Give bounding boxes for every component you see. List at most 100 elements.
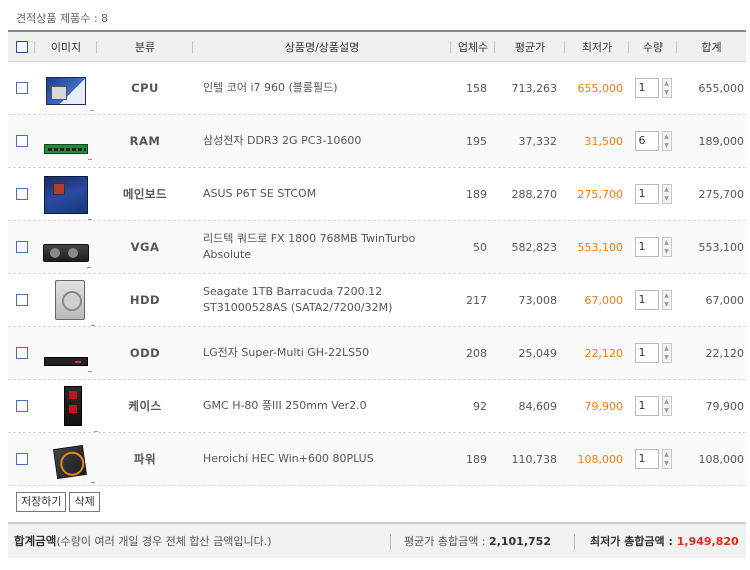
category-label: RAM <box>129 134 161 148</box>
qty-cell: 1 ▲ ▼ <box>629 62 677 114</box>
quantity-spinner[interactable]: ▲ ▼ <box>661 290 672 310</box>
seller-count: 195 <box>466 134 487 148</box>
product-name-link[interactable]: GMC H-80 풍III 250mm Ver2.0 <box>203 399 367 412</box>
graphics-card-image[interactable] <box>43 243 89 262</box>
quantity-stepper[interactable]: 1 ▲ ▼ <box>634 449 672 469</box>
qty-cell: 1 ▲ ▼ <box>629 327 677 379</box>
chevron-down-icon[interactable]: ▼ <box>664 247 669 255</box>
quantity-input[interactable]: 1 <box>634 343 659 363</box>
save-button[interactable]: 저장하기 <box>16 492 67 512</box>
low-price-link[interactable]: 275,700 <box>577 187 624 201</box>
row-checkbox[interactable] <box>15 453 28 465</box>
name-cell: 삼성전자 DDR3 2G PC3-10600 <box>193 115 451 167</box>
chevron-up-icon[interactable]: ▲ <box>664 450 669 458</box>
row-select[interactable] <box>8 327 35 379</box>
delete-button[interactable]: 삭제 <box>69 492 100 512</box>
chevron-down-icon[interactable]: ▼ <box>664 300 669 308</box>
quantity-spinner[interactable]: ▲ ▼ <box>661 396 672 416</box>
quantity-spinner[interactable]: ▲ ▼ <box>661 131 672 151</box>
hard-drive-image[interactable] <box>55 280 85 320</box>
chevron-down-icon[interactable]: ▼ <box>664 406 669 414</box>
avg-price-cell: 288,270 <box>495 168 565 220</box>
quantity-stepper[interactable]: 1 ▲ ▼ <box>634 78 672 98</box>
row-checkbox[interactable] <box>15 294 28 306</box>
quantity-spinner[interactable]: ▲ ▼ <box>661 237 672 257</box>
cpu-box-image[interactable] <box>46 77 86 105</box>
row-checkbox[interactable] <box>15 400 28 412</box>
chevron-up-icon[interactable]: ▲ <box>664 344 669 352</box>
motherboard-image[interactable] <box>44 175 88 214</box>
row-checkbox[interactable] <box>15 82 28 94</box>
row-checkbox[interactable] <box>15 188 28 200</box>
row-select[interactable] <box>8 115 35 167</box>
row-checkbox[interactable] <box>15 241 28 253</box>
product-name-link[interactable]: ASUS P6T SE STCOM <box>203 187 317 200</box>
product-name-link[interactable]: LG전자 Super-Multi GH-22LS50 <box>203 346 370 359</box>
row-select[interactable] <box>8 380 35 432</box>
header-select-all[interactable] <box>8 32 35 61</box>
quantity-spinner[interactable]: ▲ ▼ <box>661 184 672 204</box>
chevron-up-icon[interactable]: ▲ <box>664 397 669 405</box>
low-price-link[interactable]: 79,900 <box>584 399 624 413</box>
quantity-spinner[interactable]: ▲ ▼ <box>661 449 672 469</box>
row-select[interactable] <box>8 433 35 485</box>
low-price-link[interactable]: 655,000 <box>577 81 624 95</box>
product-name-link[interactable]: Heroichi HEC Win+600 80PLUS <box>203 452 374 465</box>
quantity-input[interactable]: 1 <box>634 396 659 416</box>
product-name-link[interactable]: Seagate 1TB Barracuda 7200.12 ST31000528… <box>203 285 393 314</box>
quantity-stepper[interactable]: 1 ▲ ▼ <box>634 290 672 310</box>
quantity-input[interactable]: 1 <box>634 184 659 204</box>
ram-stick-image[interactable] <box>44 144 88 154</box>
power-supply-image[interactable] <box>53 444 87 479</box>
chevron-up-icon[interactable]: ▲ <box>664 79 669 87</box>
quantity-stepper[interactable]: 1 ▲ ▼ <box>634 237 672 257</box>
chevron-down-icon[interactable]: ▼ <box>664 353 669 361</box>
chevron-up-icon[interactable]: ▲ <box>664 291 669 299</box>
summary-title: 합계금액 <box>14 534 57 548</box>
product-name-link[interactable]: 리드텍 쿼드로 FX 1800 768MB TwinTurbo Absolute <box>203 232 416 261</box>
category-cell: HDD <box>97 274 193 326</box>
product-name-link[interactable]: 인텔 코어 i7 960 (블룸필드) <box>203 81 338 94</box>
chevron-down-icon[interactable]: ▼ <box>664 88 669 96</box>
quantity-input[interactable]: 1 <box>634 290 659 310</box>
low-price-link[interactable]: 67,000 <box>584 293 624 307</box>
quantity-input[interactable]: 1 <box>634 237 659 257</box>
seller-count: 189 <box>466 452 487 466</box>
chevron-down-icon[interactable]: ▼ <box>664 459 669 467</box>
quantity-spinner[interactable]: ▲ ▼ <box>661 343 672 363</box>
qty-cell: 1 ▲ ▼ <box>629 221 677 273</box>
quantity-input[interactable]: 1 <box>634 449 659 469</box>
table-row: 메인보드 ASUS P6T SE STCOM 189 288,270 275,700 1 ▲… <box>8 168 746 221</box>
quantity-input[interactable]: 1 <box>634 78 659 98</box>
row-select[interactable] <box>8 62 35 114</box>
optical-drive-image[interactable] <box>44 356 88 366</box>
row-select[interactable] <box>8 221 35 273</box>
row-select[interactable] <box>8 168 35 220</box>
seller-count: 189 <box>466 187 487 201</box>
product-name-link[interactable]: 삼성전자 DDR3 2G PC3-10600 <box>203 134 362 147</box>
select-all-checkbox[interactable] <box>15 40 28 53</box>
quantity-input[interactable]: 6 <box>634 131 659 151</box>
chevron-up-icon[interactable]: ▲ <box>664 185 669 193</box>
quantity-stepper[interactable]: 1 ▲ ▼ <box>634 184 672 204</box>
low-price-link[interactable]: 553,100 <box>577 240 624 254</box>
sellers-cell: 189 <box>451 168 495 220</box>
low-price-link[interactable]: 108,000 <box>577 452 624 466</box>
low-price-link[interactable]: 22,120 <box>584 346 624 360</box>
quantity-stepper[interactable]: 6 ▲ ▼ <box>634 131 672 151</box>
seller-count: 217 <box>466 293 487 307</box>
chevron-down-icon[interactable]: ▼ <box>664 141 669 149</box>
quantity-spinner[interactable]: ▲ ▼ <box>661 78 672 98</box>
chevron-down-icon[interactable]: ▼ <box>664 194 669 202</box>
row-checkbox[interactable] <box>15 347 28 359</box>
chevron-up-icon[interactable]: ▲ <box>664 238 669 246</box>
category-cell: ODD <box>97 327 193 379</box>
low-price-link[interactable]: 31,500 <box>584 134 624 148</box>
pc-case-image[interactable] <box>64 386 82 426</box>
chevron-up-icon[interactable]: ▲ <box>664 132 669 140</box>
category-label: ODD <box>129 346 161 360</box>
quantity-stepper[interactable]: 1 ▲ ▼ <box>634 396 672 416</box>
row-select[interactable] <box>8 274 35 326</box>
row-checkbox[interactable] <box>15 135 28 147</box>
quantity-stepper[interactable]: 1 ▲ ▼ <box>634 343 672 363</box>
